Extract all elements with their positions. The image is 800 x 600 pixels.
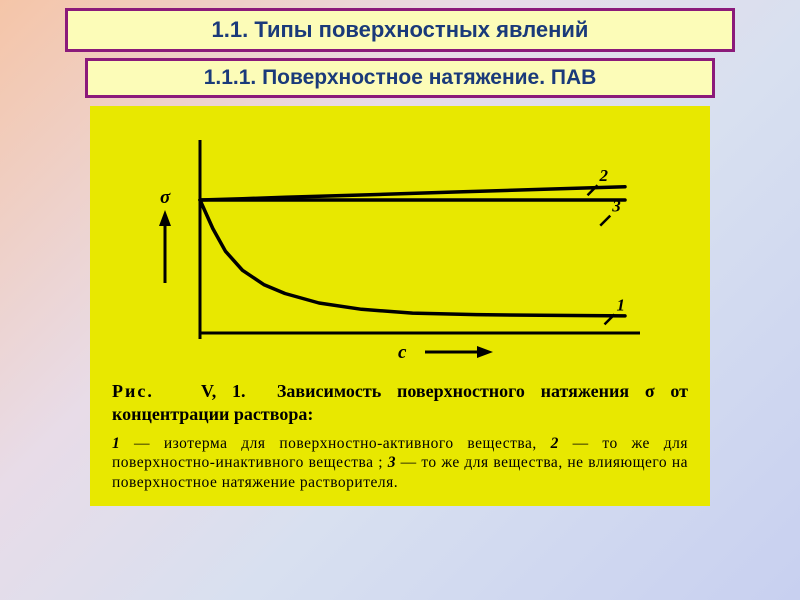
figure-caption: Рис. V, 1. Зависимость поверхност­ного н… (112, 380, 688, 426)
figure-panel: σ c 1 23 Рис. V, 1. Зависимость поверхност­… (90, 106, 710, 506)
svg-text:1: 1 (617, 295, 626, 314)
svg-text:c: c (398, 342, 407, 363)
chart-svg: σ c 1 23 (120, 118, 680, 368)
svg-text:3: 3 (611, 197, 621, 216)
svg-text:σ: σ (160, 187, 171, 208)
chart: σ c 1 23 (120, 118, 680, 368)
section-title: 1.1. Типы поверхностных явлений (65, 8, 735, 52)
subsection-title: 1.1.1. Поверхностное натяжение. ПАВ (85, 58, 715, 98)
caption-number: V, 1. (201, 381, 245, 401)
subsection-title-text: 1.1.1. Поверхностное натяжение. ПАВ (204, 66, 597, 89)
caption-prefix: Рис. (112, 381, 154, 401)
figure-legend: 1 — изотерма для поверхностно-активного … (112, 434, 688, 492)
section-title-text: 1.1. Типы поверхностных явлений (212, 17, 589, 42)
svg-text:2: 2 (599, 166, 609, 185)
caption-text: Зависимость поверхност­ного натяжения σ … (112, 381, 688, 424)
